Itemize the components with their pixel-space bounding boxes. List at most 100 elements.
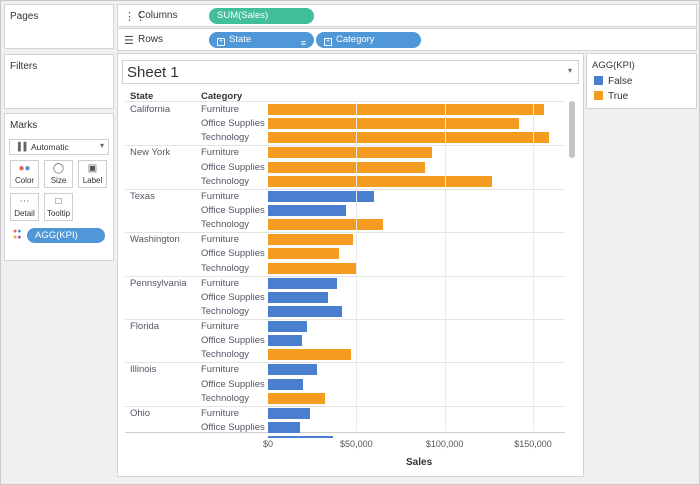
- filters-card[interactable]: Filters: [4, 54, 114, 109]
- sales-bar[interactable]: [268, 161, 425, 173]
- columns-label: Columns: [138, 10, 178, 21]
- category-label[interactable]: Office Supplies: [201, 161, 265, 173]
- state-label[interactable]: Washington: [130, 234, 180, 246]
- sales-bar[interactable]: [268, 234, 353, 246]
- text-label-icon: ▣: [87, 163, 98, 174]
- sales-bar[interactable]: [268, 132, 549, 144]
- state-label[interactable]: Pennsylvania: [130, 277, 187, 289]
- sales-bar[interactable]: [268, 277, 337, 289]
- category-label[interactable]: Furniture: [201, 277, 240, 289]
- sales-bar[interactable]: [268, 248, 339, 260]
- expand-icon: +: [324, 38, 332, 46]
- state-label[interactable]: Florida: [130, 321, 160, 332]
- sales-bar[interactable]: [268, 147, 432, 159]
- bar-chart-icon: ▐▐: [15, 142, 27, 151]
- legend-swatch-true: [594, 91, 603, 100]
- gridline: [356, 101, 358, 431]
- detail-button[interactable]: ⋯ Detail: [10, 193, 39, 221]
- sales-bar[interactable]: [268, 407, 310, 419]
- category-label[interactable]: Furniture: [201, 407, 240, 419]
- x-tick-label: $150,000: [514, 439, 552, 449]
- category-pill-label: Category: [336, 34, 375, 45]
- group-divider: [125, 232, 565, 234]
- state-pill[interactable]: + State ≡: [209, 32, 314, 48]
- category-label[interactable]: Office Supplies: [201, 422, 265, 433]
- expand-icon: +: [217, 38, 225, 46]
- sales-bar[interactable]: [268, 219, 383, 231]
- detail-label: Detail: [14, 209, 35, 218]
- group-divider: [125, 145, 565, 147]
- color-dots-icon: ●●: [18, 163, 31, 174]
- sales-bar[interactable]: [268, 392, 325, 404]
- category-pill[interactable]: + Category: [316, 32, 421, 48]
- category-label[interactable]: Office Supplies: [201, 335, 265, 347]
- state-label[interactable]: California: [130, 104, 171, 115]
- chevron-down-icon[interactable]: ▾: [567, 66, 572, 75]
- size-button[interactable]: ◯ Size: [44, 160, 73, 188]
- sales-bar[interactable]: [268, 104, 544, 115]
- sales-bar[interactable]: [268, 436, 333, 438]
- state-label[interactable]: Illinois: [130, 364, 157, 376]
- category-column-header[interactable]: Category: [201, 91, 243, 102]
- sales-bar[interactable]: [268, 335, 302, 347]
- columns-shelf[interactable]: ⋮⋮ Columns SUM(Sales): [117, 4, 697, 27]
- vertical-scrollbar[interactable]: [569, 101, 575, 158]
- size-label: Size: [50, 176, 67, 185]
- sort-descending-icon[interactable]: ≡: [300, 38, 306, 48]
- rows-icon: ☰: [124, 35, 134, 47]
- category-label[interactable]: Office Supplies: [201, 118, 265, 130]
- sales-bar[interactable]: [268, 118, 519, 130]
- category-label[interactable]: Technology: [201, 306, 250, 317]
- state-label[interactable]: New York: [130, 147, 171, 159]
- sales-bar[interactable]: [268, 262, 356, 274]
- tooltip-button[interactable]: □ Tooltip: [44, 193, 73, 221]
- tooltip-icon: □: [55, 196, 62, 207]
- sales-bar[interactable]: [268, 190, 374, 202]
- color-button[interactable]: ●● Color: [10, 160, 39, 188]
- mark-type-value: Automatic: [31, 142, 69, 152]
- legend-item-false[interactable]: False: [594, 76, 632, 87]
- mark-type-dropdown[interactable]: ▐▐ Automatic ▾: [9, 139, 109, 155]
- gridline: [533, 101, 534, 431]
- category-label[interactable]: Furniture: [201, 234, 240, 246]
- color-label: Color: [14, 176, 35, 185]
- x-axis-title: Sales: [406, 457, 433, 468]
- sum-sales-pill[interactable]: SUM(Sales): [209, 8, 314, 24]
- legend-item-true[interactable]: True: [594, 91, 628, 102]
- category-label[interactable]: Technology: [201, 219, 250, 231]
- state-label[interactable]: Ohio: [130, 407, 151, 419]
- label-button[interactable]: ▣ Label: [78, 160, 107, 188]
- category-label[interactable]: Furniture: [201, 104, 240, 115]
- category-label[interactable]: Technology: [201, 132, 250, 144]
- sales-bar[interactable]: [268, 422, 300, 433]
- sales-bar[interactable]: [268, 306, 342, 317]
- sales-bar[interactable]: [268, 291, 328, 303]
- color-field-pill[interactable]: AGG(KPI): [27, 228, 105, 243]
- sales-bar[interactable]: [268, 364, 317, 376]
- sales-bar[interactable]: [268, 378, 303, 390]
- state-label[interactable]: Texas: [130, 190, 155, 202]
- category-label[interactable]: Technology: [201, 349, 250, 361]
- category-label[interactable]: Furniture: [201, 190, 240, 202]
- category-label[interactable]: Office Supplies: [201, 291, 265, 303]
- rows-shelf[interactable]: ☰ Rows + State ≡ + Category: [117, 28, 697, 51]
- category-label[interactable]: Office Supplies: [201, 248, 265, 260]
- category-label[interactable]: Office Supplies: [201, 205, 265, 216]
- category-label[interactable]: Furniture: [201, 147, 240, 159]
- sheet-title-box[interactable]: Sheet 1 ▾: [122, 60, 579, 84]
- category-label[interactable]: Office Supplies: [201, 378, 265, 390]
- sales-bar[interactable]: [268, 349, 351, 361]
- category-label[interactable]: Technology: [201, 262, 250, 274]
- category-label[interactable]: Technology: [201, 175, 250, 187]
- sales-bar[interactable]: [268, 205, 346, 216]
- sheet-title: Sheet 1: [127, 64, 179, 81]
- sales-bar[interactable]: [268, 321, 307, 332]
- sales-bar[interactable]: [268, 175, 492, 187]
- category-label[interactable]: Furniture: [201, 321, 240, 332]
- pages-card: Pages: [4, 4, 114, 49]
- category-label[interactable]: Technology: [201, 392, 250, 404]
- category-label[interactable]: Furniture: [201, 364, 240, 376]
- state-column-header[interactable]: State: [130, 91, 154, 102]
- color-field-label: AGG(KPI): [35, 230, 78, 241]
